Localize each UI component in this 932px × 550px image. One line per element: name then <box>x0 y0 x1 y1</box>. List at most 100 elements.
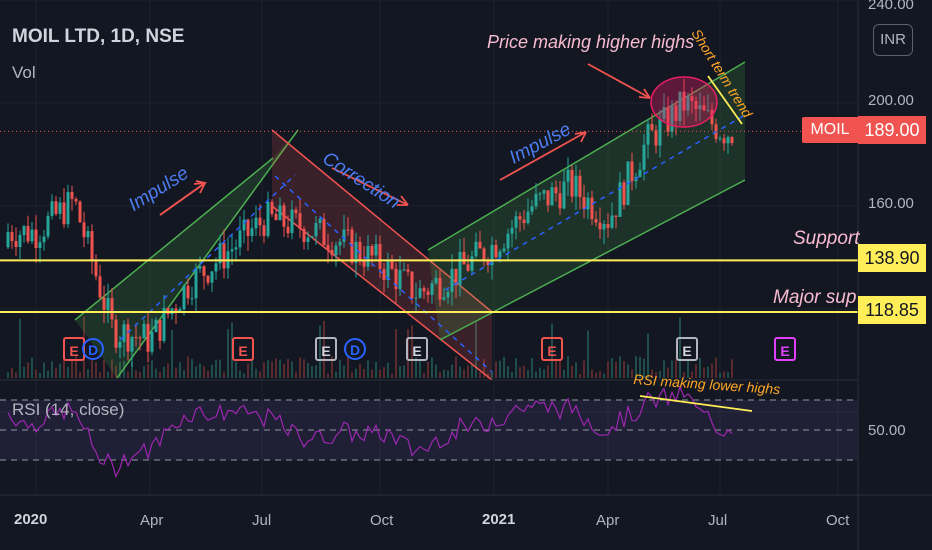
candle-body <box>58 202 62 214</box>
currency-button[interactable]: INR <box>873 24 913 56</box>
volume-bar <box>671 360 673 378</box>
candle-body <box>594 219 598 223</box>
volume-bar <box>499 360 501 378</box>
dividend-event-icon[interactable]: D <box>344 338 366 360</box>
candle-body <box>570 169 574 197</box>
volume-bar <box>455 356 457 378</box>
volume-bar <box>335 371 337 378</box>
volume-bar <box>15 372 17 378</box>
correction-channel-fill <box>272 130 492 380</box>
volume-bar <box>239 370 241 378</box>
candle-body <box>282 205 286 227</box>
volume-bar <box>723 371 725 378</box>
candle-body <box>142 323 146 339</box>
volume-bar <box>663 360 665 378</box>
volume-bar <box>387 362 389 378</box>
candle-body <box>110 298 114 320</box>
volume-bar <box>467 365 469 378</box>
volume-bar <box>635 356 637 378</box>
volume-bar <box>183 370 185 378</box>
time-tick-label: Oct <box>826 512 850 529</box>
candle-body <box>622 182 626 205</box>
volume-bar <box>379 369 381 378</box>
candle-body <box>86 231 90 238</box>
volume-bar <box>611 358 613 378</box>
volume-bar <box>395 329 397 378</box>
volume-bar <box>579 373 581 378</box>
candle-body <box>414 297 418 299</box>
dividend-event-icon[interactable]: D <box>82 338 104 360</box>
volume-bar <box>419 361 421 378</box>
volume-bar <box>707 366 709 378</box>
volume-bar <box>435 364 437 378</box>
candle-body <box>482 248 486 262</box>
volume-bar <box>623 361 625 378</box>
earnings-event-icon[interactable]: E <box>774 337 796 361</box>
candle-body <box>42 236 46 243</box>
earnings-event-icon[interactable]: E <box>676 337 698 361</box>
volume-bar <box>703 367 705 378</box>
candle-body <box>418 288 422 298</box>
volume-bar <box>339 359 341 378</box>
candle-body <box>326 245 330 251</box>
volume-bar <box>647 333 649 378</box>
volume-bars <box>7 316 733 378</box>
last-price-tag: 189.00 <box>858 116 926 144</box>
candle-body <box>710 109 714 125</box>
volume-bar <box>271 361 273 378</box>
volume-bar <box>643 358 645 378</box>
volume-bar <box>207 370 209 378</box>
volume-bar <box>311 365 313 378</box>
volume-bar <box>31 357 33 378</box>
volume-bar <box>415 357 417 378</box>
volume-bar <box>35 369 37 378</box>
candle-body <box>578 175 582 197</box>
volume-bar <box>599 371 601 378</box>
volume-bar <box>131 361 133 378</box>
major-support-price-tag: 118.85 <box>858 296 926 324</box>
candle-body <box>102 297 106 310</box>
candle-body <box>726 137 730 144</box>
candle-body <box>502 248 506 252</box>
impulse-arrow <box>499 131 587 181</box>
candle-body <box>590 197 594 220</box>
earnings-event-icon[interactable]: E <box>315 337 337 361</box>
candle-body <box>278 205 282 221</box>
volume-bar <box>155 368 157 378</box>
volume-bar <box>251 358 253 378</box>
earnings-event-icon[interactable]: E <box>406 337 428 361</box>
candle-body <box>38 242 42 248</box>
volume-bar <box>631 369 633 378</box>
volume-bar <box>275 358 277 378</box>
candle-body <box>690 95 694 101</box>
candle-body <box>66 191 70 225</box>
candle-body <box>178 309 182 312</box>
volume-bar <box>259 371 261 378</box>
volume-bar <box>127 371 129 378</box>
candle-body <box>370 245 374 256</box>
symbol-tag: MOIL <box>802 117 858 143</box>
candle-body <box>186 285 190 299</box>
candle-body <box>150 331 154 352</box>
volume-bar <box>479 372 481 378</box>
time-tick-label: 2020 <box>14 511 48 528</box>
candle-body <box>518 216 522 220</box>
candle-body <box>730 137 734 143</box>
earnings-event-icon[interactable]: E <box>541 337 563 361</box>
candle-body <box>678 91 682 121</box>
candle-body <box>78 201 82 223</box>
volume-bar <box>171 329 173 378</box>
volume-bar <box>655 372 657 378</box>
candle-body <box>318 218 322 224</box>
candle-body <box>346 229 350 231</box>
volume-bar <box>615 361 617 378</box>
candle-body <box>654 130 658 146</box>
volume-bar <box>607 361 609 378</box>
earnings-event-icon[interactable]: E <box>232 337 254 361</box>
candle-body <box>494 244 498 258</box>
volume-bar <box>51 361 53 378</box>
candle-body <box>30 229 34 242</box>
candle-body <box>558 193 562 209</box>
candle-body <box>90 231 94 262</box>
